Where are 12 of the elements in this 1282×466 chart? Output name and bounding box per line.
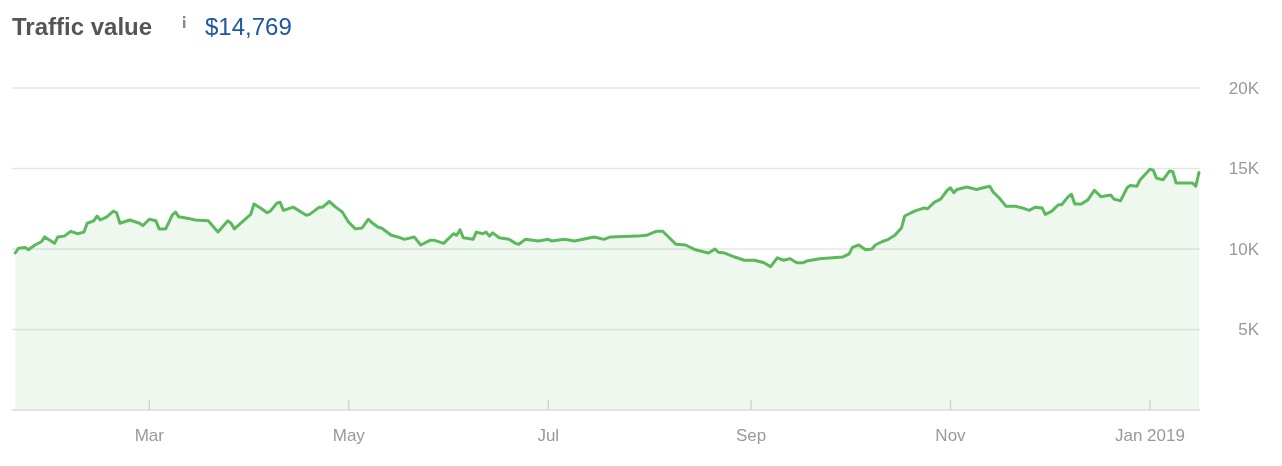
y-tick-label: 15K bbox=[1228, 159, 1260, 179]
y-tick-label: 10K bbox=[1228, 239, 1260, 259]
x-tick-label: Jul bbox=[537, 426, 560, 445]
y-tick-label: 5K bbox=[1238, 320, 1260, 340]
x-tick-label: May bbox=[332, 426, 366, 445]
chart-title: Traffic value bbox=[12, 13, 153, 40]
x-tick-label: Jan 2019 bbox=[1114, 426, 1185, 445]
x-tick-label: Sep bbox=[735, 426, 767, 445]
y-tick-label: 20K bbox=[1228, 78, 1260, 98]
x-tick-label: Mar bbox=[134, 426, 165, 445]
x-tick-label: Nov bbox=[935, 426, 967, 445]
chart-subtitle: $14,769 bbox=[205, 13, 292, 40]
